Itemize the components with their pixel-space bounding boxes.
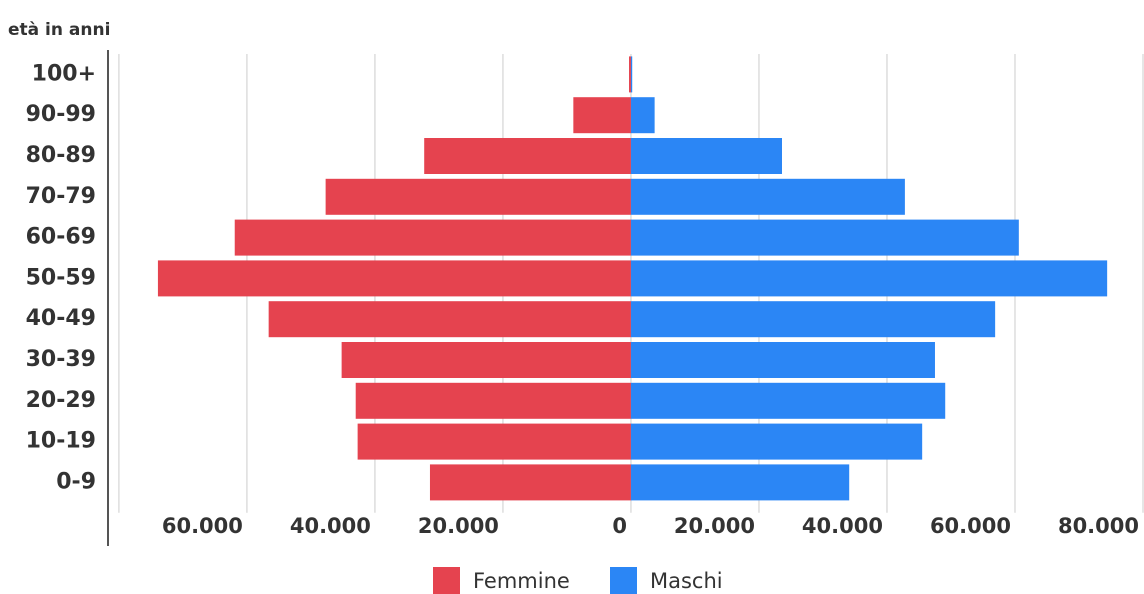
y-tick-label: 20-29 (26, 388, 96, 413)
y-tick-label: 60-69 (26, 225, 96, 250)
legend-label: Femmine (473, 569, 570, 593)
bar (355, 382, 631, 419)
bar (573, 97, 631, 134)
bar (630, 97, 655, 134)
x-tick-label: 0 (612, 514, 627, 538)
bar (429, 464, 631, 501)
x-tick-label: 20.000 (674, 514, 755, 538)
bar (630, 219, 1019, 256)
bar (630, 301, 996, 338)
y-tick-label: 100+ (32, 61, 96, 86)
x-tick-label: 60.000 (162, 514, 243, 538)
x-tick-label: 40.000 (802, 514, 883, 538)
bar (268, 301, 631, 338)
bar (629, 56, 631, 93)
y-tick-label: 70-79 (26, 184, 96, 209)
bar (157, 260, 631, 297)
bar (630, 178, 905, 215)
y-tick-label: 30-39 (26, 347, 96, 372)
bar (630, 382, 946, 419)
bar (341, 342, 631, 378)
bar (234, 219, 631, 256)
y-tick-label: 40-49 (26, 306, 96, 331)
x-tick-label: 40.000 (290, 514, 371, 538)
axis-title: età in anni (8, 20, 110, 40)
bar (630, 56, 633, 93)
y-tick-label: 0-9 (56, 469, 96, 494)
y-tick-label: 80-89 (26, 143, 96, 168)
bar (630, 423, 923, 460)
y-tick-label: 50-59 (26, 265, 96, 290)
x-tick-label: 60.000 (930, 514, 1011, 538)
bar (630, 342, 935, 378)
legend-swatch (610, 567, 637, 594)
y-tick-label: 90-99 (26, 102, 96, 127)
legend-swatch (433, 567, 460, 594)
bar (325, 178, 631, 215)
bar (630, 138, 782, 174)
x-tick-label: 20.000 (418, 514, 499, 538)
legend-label: Maschi (650, 569, 723, 593)
bar (630, 464, 850, 501)
bar (357, 423, 631, 460)
bar (630, 260, 1108, 297)
x-tick-label: 80.000 (1058, 514, 1139, 538)
y-tick-label: 10-19 (26, 429, 96, 454)
bar (424, 138, 631, 174)
